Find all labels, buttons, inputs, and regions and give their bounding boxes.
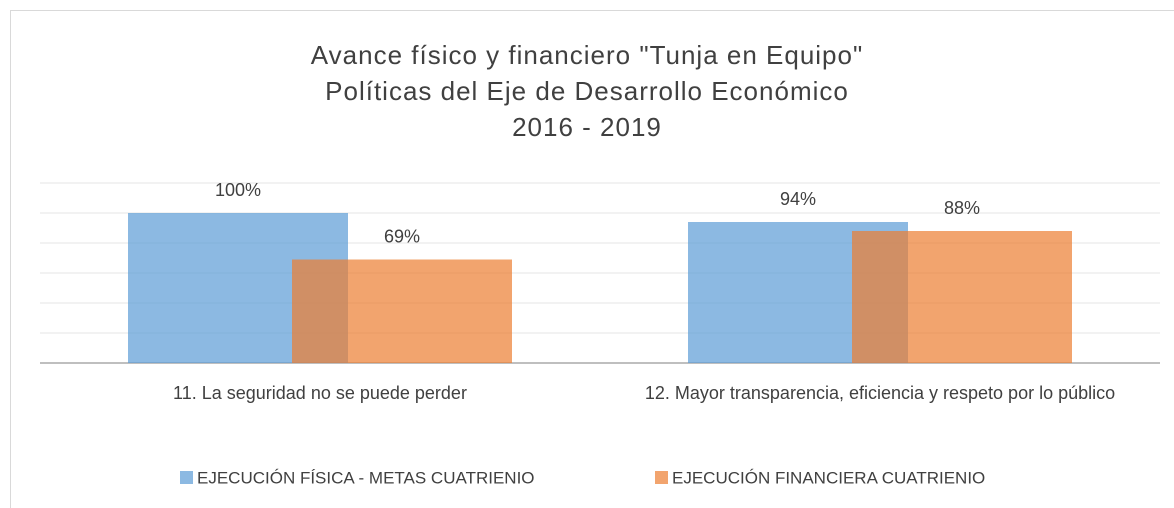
chart-title: 2016 - 2019 — [512, 112, 662, 142]
legend-label: EJECUCIÓN FINANCIERA CUATRIENIO — [672, 468, 985, 487]
chart-border — [10, 10, 1174, 508]
data-label: 88% — [944, 198, 980, 218]
data-label: 94% — [780, 189, 816, 209]
legend-label: EJECUCIÓN FÍSICA - METAS CUATRIENIO — [197, 468, 535, 487]
x-tick-label: 12. Mayor transparencia, eficiencia y re… — [644, 383, 1116, 403]
chart-title: Avance físico y financiero "Tunja en Equ… — [311, 40, 863, 70]
bar — [292, 259, 512, 363]
bar — [852, 231, 1072, 363]
legend-swatch — [655, 471, 668, 484]
legend-swatch — [180, 471, 193, 484]
data-label: 69% — [384, 226, 420, 246]
chart-title: Políticas del Eje de Desarrollo Económic… — [325, 76, 849, 106]
x-tick-label: 11. La seguridad no se puede perder — [173, 383, 467, 403]
data-label: 100% — [215, 180, 261, 200]
